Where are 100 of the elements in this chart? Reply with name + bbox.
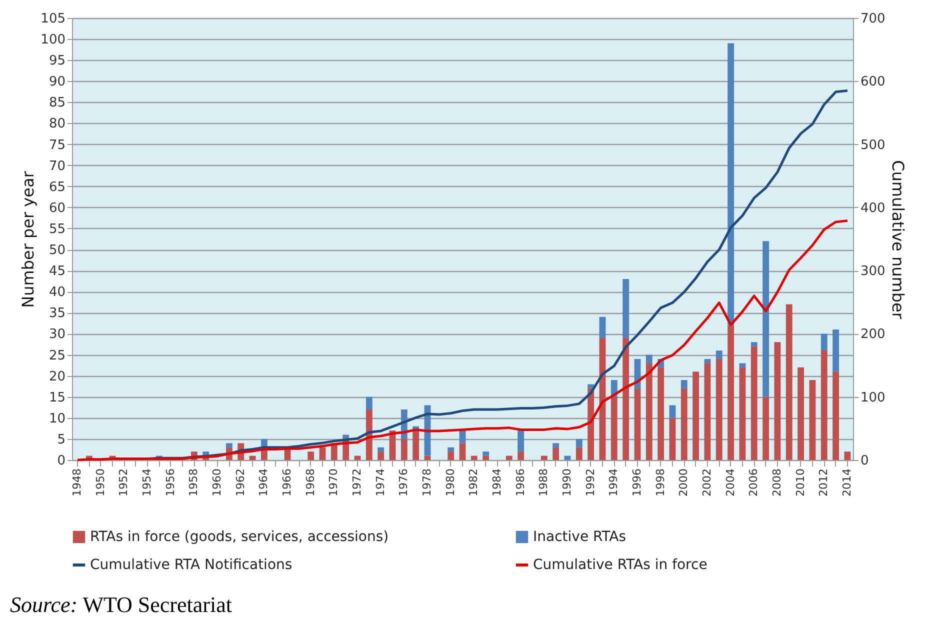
- bar: [342, 434, 350, 439]
- bar: [470, 456, 478, 460]
- bar: [844, 452, 851, 460]
- x-tick-label: 1970: [327, 468, 340, 496]
- bar: [319, 447, 326, 460]
- bar: [366, 396, 372, 410]
- y2-tick-label: 200: [860, 327, 886, 342]
- x-tick-label: 1998: [654, 468, 667, 496]
- x-tick-label: 2004: [724, 468, 737, 496]
- legend-label: RTAs in force (goods, services, accessions): [90, 529, 389, 545]
- bar: [378, 452, 384, 460]
- bar: [634, 388, 641, 460]
- bar: [622, 278, 630, 338]
- x-tick-label: 1996: [630, 468, 644, 496]
- bar: [482, 456, 490, 460]
- bar: [716, 358, 722, 460]
- x-tick-label: 2012: [817, 468, 830, 496]
- bar: [680, 388, 688, 460]
- bar: [739, 367, 746, 460]
- bar: [658, 367, 664, 460]
- x-tick-label: 1984: [490, 468, 504, 496]
- bar: [646, 363, 652, 460]
- legend-label: Cumulative RTAs in force: [533, 557, 708, 573]
- x-tick-label: 1962: [234, 468, 247, 496]
- bar: [728, 43, 734, 326]
- x-tick-label: 1950: [94, 468, 107, 496]
- x-tick-label: 1952: [117, 468, 130, 496]
- x-tick-label: 2000: [677, 468, 690, 496]
- x-tick-label: 2002: [700, 468, 714, 496]
- y-tick-label: 25: [48, 348, 66, 364]
- bar: [774, 342, 781, 460]
- y-tick-label: 75: [48, 138, 66, 153]
- x-tick-label: 1982: [467, 468, 480, 496]
- y-tick-label: 50: [48, 243, 66, 258]
- bar: [750, 346, 758, 460]
- bar: [552, 443, 560, 448]
- x-tick-label: 1948: [70, 468, 84, 496]
- bar: [588, 384, 594, 388]
- y-tick-label: 80: [48, 116, 66, 132]
- y2-tick-label: 700: [860, 12, 886, 26]
- y-axis-title: Number per year: [18, 170, 38, 308]
- bar: [739, 363, 746, 368]
- bar: [610, 396, 618, 460]
- x-tick-label: 1958: [187, 468, 200, 496]
- y-tick-label: 100: [40, 32, 66, 48]
- x-tick-label: 2014: [840, 468, 854, 496]
- x-tick-label: 1988: [537, 468, 550, 496]
- bar: [518, 430, 524, 452]
- y-tick-label: 90: [48, 74, 66, 90]
- bar: [622, 338, 630, 460]
- y-tick-label: 10: [48, 411, 66, 426]
- bar: [448, 452, 454, 460]
- bar: [762, 241, 770, 397]
- y-tick-label: 35: [48, 306, 66, 322]
- bar: [412, 430, 420, 460]
- x-tick-label: 1976: [397, 468, 410, 496]
- y-tick-label: 95: [48, 54, 66, 69]
- y-tick-label: 20: [48, 369, 66, 384]
- bar: [809, 380, 816, 460]
- y-tick-label: 45: [48, 264, 66, 280]
- y2-tick-label: 100: [860, 390, 886, 406]
- x-tick-label: 2008: [770, 468, 784, 496]
- bar: [762, 396, 770, 460]
- bar: [820, 334, 828, 351]
- bar: [728, 325, 734, 460]
- bar: [832, 372, 839, 460]
- y-tick-label: 40: [48, 285, 66, 300]
- bar: [669, 405, 676, 418]
- y-tick-label: 55: [48, 222, 66, 237]
- y2-tick-label: 0: [860, 454, 869, 468]
- bar: [482, 452, 490, 456]
- bar: [459, 443, 466, 460]
- x-tick-label: 2010: [794, 468, 807, 496]
- bar: [669, 418, 676, 460]
- y-tick-label: 105: [40, 12, 66, 26]
- source-note: Source: WTO Secretariat: [10, 592, 232, 618]
- bar: [552, 447, 560, 460]
- bar: [506, 456, 512, 460]
- x-tick-label: 1954: [140, 468, 154, 496]
- line-series: [76, 219, 849, 462]
- y-tick-label: 70: [48, 158, 66, 174]
- x-tick-label: 2006: [747, 468, 760, 496]
- y2-axis-title: Cumulative number: [888, 160, 908, 320]
- bar: [716, 350, 722, 359]
- y-tick-label: 65: [48, 180, 66, 195]
- y-tick-label: 30: [48, 327, 66, 342]
- bar: [646, 354, 652, 364]
- x-tick-label: 1980: [444, 468, 457, 496]
- bar: [400, 438, 408, 460]
- bar: [680, 380, 688, 388]
- x-tick-label: 1956: [164, 468, 177, 496]
- bar: [226, 443, 232, 448]
- y2-tick-label: 600: [860, 74, 886, 90]
- x-tick-label: 1978: [420, 468, 434, 496]
- bar: [798, 367, 804, 460]
- bar: [599, 316, 606, 338]
- bar: [518, 452, 524, 460]
- legend-label: Inactive RTAs: [533, 529, 626, 545]
- y-tick-label: 60: [48, 200, 66, 216]
- bar: [308, 452, 314, 460]
